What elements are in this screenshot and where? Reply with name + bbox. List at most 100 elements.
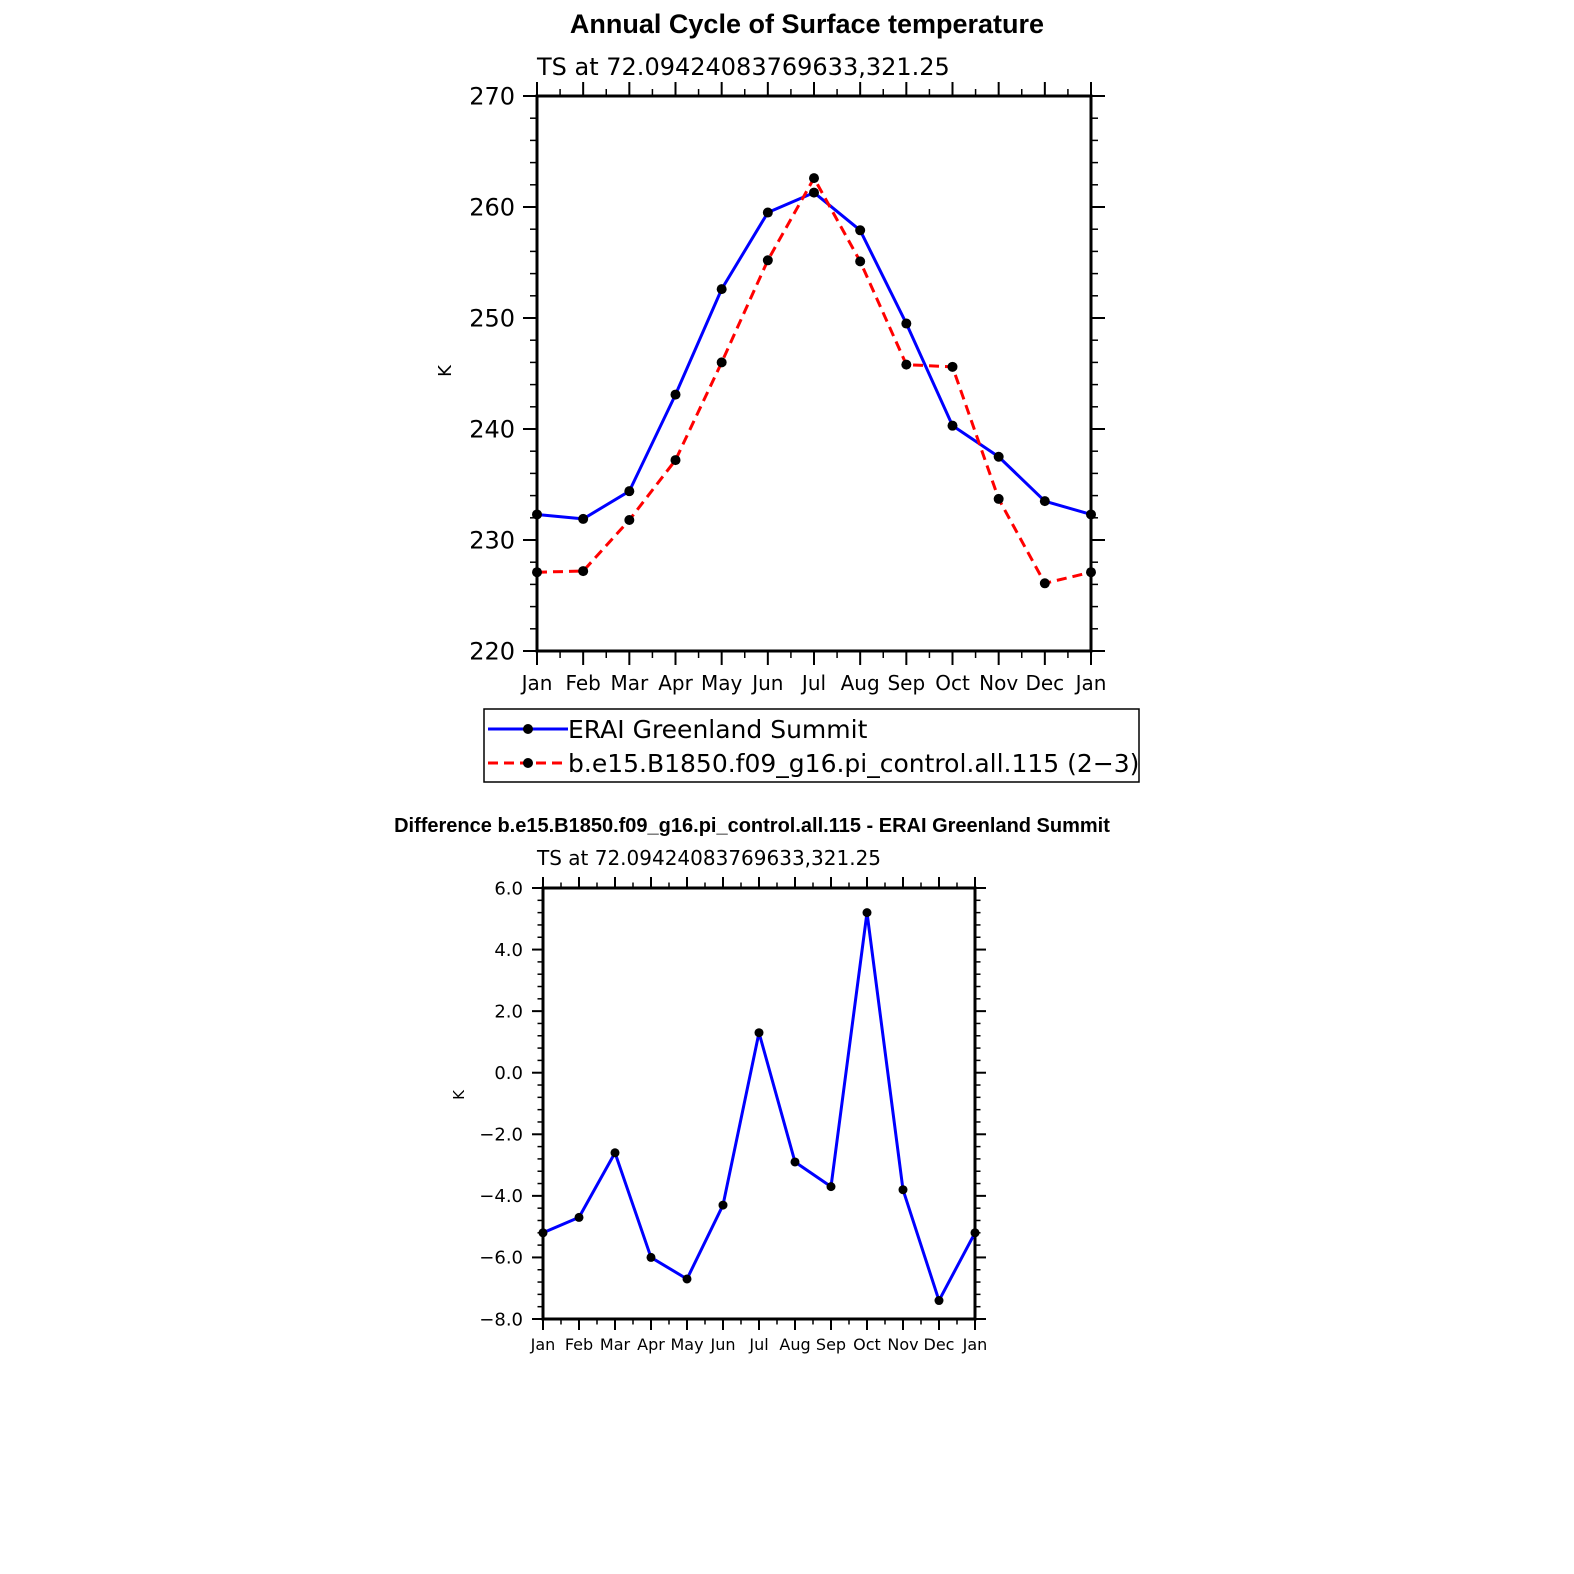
chart2-series1-point <box>718 1200 728 1210</box>
chart2-series <box>538 908 980 1306</box>
y-tick-label: 6.0 <box>494 878 523 899</box>
chart1-axes: Jan Feb Mar Apr May Jun Jul Aug Sep Oct Nov Dec Jan2… <box>469 82 1106 695</box>
chart2-series1-point <box>682 1274 692 1284</box>
x-tick-label: Dec <box>1025 671 1064 695</box>
x-tick-label: Apr <box>637 1335 665 1354</box>
chart2-series1-line <box>542 911 977 1303</box>
x-tick-label: Nov <box>979 671 1018 695</box>
chart2-series1-point <box>862 908 872 918</box>
chart1-series1-point <box>624 486 635 497</box>
chart1-series2-point <box>901 359 912 370</box>
y-tick-label: 220 <box>469 637 515 665</box>
chart1-series2-point <box>1039 578 1050 589</box>
y-tick-label: −6.0 <box>479 1248 523 1269</box>
chart1-series2-point <box>762 255 773 266</box>
x-tick-label: Jun <box>750 671 783 695</box>
x-tick-label: Mar <box>600 1335 631 1354</box>
y-tick-label: 230 <box>469 526 515 554</box>
chart2-series1-point <box>970 1228 980 1238</box>
chart1-series2-point <box>993 493 1004 504</box>
chart1-series1-point <box>578 513 589 524</box>
x-tick-label: Jan <box>962 1335 988 1354</box>
x-tick-label: May <box>670 1335 703 1354</box>
chart2-subtitle: TS at 72.09424083769633,321.25 <box>536 846 881 870</box>
y-tick-label: 270 <box>469 82 515 110</box>
x-tick-label: Jan <box>1074 671 1107 695</box>
chart1-series1-point <box>532 509 542 520</box>
chart1-series2-point <box>624 515 635 526</box>
chart1-series1-point <box>762 207 773 218</box>
chart2-series1-point <box>610 1148 620 1158</box>
legend-label-series2: b.e15.B1850.f09_g16.pi_control.all.115 (… <box>568 749 1139 778</box>
chart1-series1-point <box>947 420 958 431</box>
chart1-subtitle: TS at 72.09424083769633,321.25 <box>536 53 950 81</box>
y-tick-label: 4.0 <box>494 940 523 961</box>
legend-marker-series2 <box>523 758 533 768</box>
x-tick-label: Dec <box>924 1335 955 1354</box>
chart2-series1-point <box>934 1296 944 1306</box>
x-tick-label: Jan <box>520 671 553 695</box>
chart2-frame <box>541 886 977 1321</box>
x-tick-label: May <box>701 671 743 695</box>
chart1-series1-point <box>855 225 866 236</box>
x-tick-label: Jun <box>710 1335 736 1354</box>
chart1-series2-point <box>716 357 727 368</box>
chart2-ylabel: K <box>450 1089 468 1100</box>
chart2-series1-point <box>574 1212 584 1222</box>
x-tick-label: Feb <box>565 671 600 695</box>
legend-box <box>483 708 1140 783</box>
x-tick-label: Sep <box>816 1335 846 1354</box>
x-tick-label: Aug <box>779 1335 810 1354</box>
chart1-series2-point <box>1086 567 1096 578</box>
chart1-series2-point <box>578 566 589 577</box>
chart1-legend: ERAI Greenland Summit b.e15.B1850.f09_g1… <box>483 708 1140 783</box>
chart1-series1-line <box>536 191 1092 521</box>
chart1-series1-point <box>993 451 1004 462</box>
chart1-series2-point <box>809 173 819 184</box>
chart2-series1-point <box>538 1228 548 1238</box>
x-tick-label: Nov <box>887 1335 918 1354</box>
x-tick-label: Oct <box>853 1335 881 1354</box>
chart1-series2-point <box>670 455 681 466</box>
chart2-series1-point <box>898 1185 908 1195</box>
y-tick-label: −2.0 <box>479 1125 523 1146</box>
chart1-series1-point <box>1039 496 1050 507</box>
chart1-series2-point <box>532 567 542 578</box>
chart1-series1-point <box>670 389 681 400</box>
y-tick-label: 2.0 <box>494 1001 523 1022</box>
y-tick-label: −4.0 <box>479 1186 523 1207</box>
chart1-series2-point <box>947 361 958 372</box>
temperature-annual-cycle-chart: Annual Cycle of Surface temperature TS a… <box>435 9 1140 783</box>
chart2-title: Difference b.e15.B1850.f09_g16.pi_contro… <box>394 815 1110 837</box>
difference-chart: Difference b.e15.B1850.f09_g16.pi_contro… <box>394 815 1110 1354</box>
x-tick-label: Jul <box>800 671 826 695</box>
chart1-series1-point <box>1086 509 1096 520</box>
y-tick-label: 260 <box>469 193 515 221</box>
y-tick-label: −8.0 <box>479 1309 523 1330</box>
chart1-series2-line <box>536 176 1092 585</box>
y-tick-label: 250 <box>469 304 515 332</box>
legend-marker-series1 <box>523 724 533 734</box>
y-tick-label: 240 <box>469 415 515 443</box>
chart2-series1-point <box>646 1252 656 1262</box>
chart1-series <box>532 173 1096 589</box>
chart1-series1-point <box>809 187 819 198</box>
x-tick-label: Jan <box>530 1335 556 1354</box>
x-tick-label: Oct <box>935 671 970 695</box>
chart2-series1-point <box>790 1157 800 1167</box>
chart1-series2-point <box>855 256 866 267</box>
y-tick-label: 0.0 <box>494 1063 523 1084</box>
chart2-axes: Jan Feb Mar Apr May Jun Jul Aug Sep Oct Nov Dec Jan−… <box>479 877 987 1354</box>
x-tick-label: Jul <box>748 1335 768 1354</box>
x-tick-label: Aug <box>841 671 880 695</box>
chart1-ylabel: K <box>435 364 456 377</box>
x-tick-label: Apr <box>658 671 693 695</box>
x-tick-label: Mar <box>610 671 649 695</box>
chart2-series1-point <box>826 1182 836 1192</box>
chart1-series1-point <box>901 318 912 329</box>
legend-label-series1: ERAI Greenland Summit <box>568 715 868 744</box>
chart1-series1-point <box>716 284 727 295</box>
chart1-title: Annual Cycle of Surface temperature <box>570 9 1044 39</box>
chart2-series1-point <box>754 1028 764 1038</box>
